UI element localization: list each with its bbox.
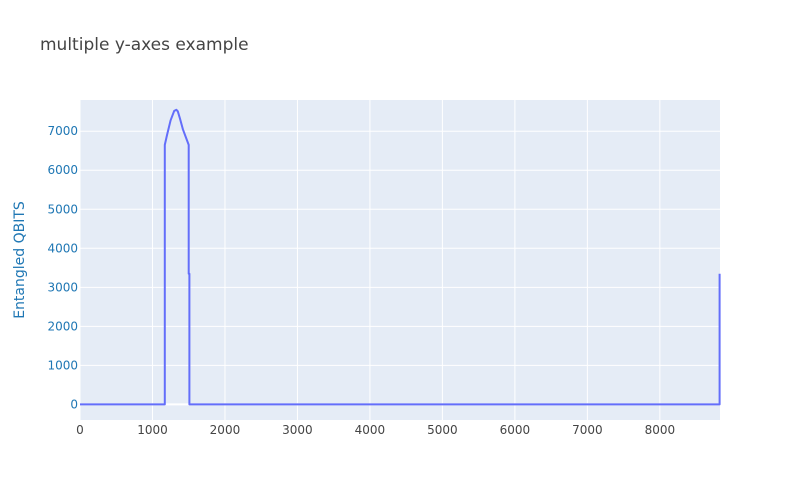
y-tick-labels: 0 1000 2000 3000 4000 5000 6000 7000 — [47, 124, 78, 411]
x-tick-label: 8000 — [645, 423, 676, 437]
series-layer — [80, 108, 721, 406]
y-tick-label: 2000 — [47, 319, 78, 333]
y-tick-label: 0 — [70, 397, 78, 411]
x-tick-label: 2000 — [210, 423, 241, 437]
y-tick-label: 4000 — [47, 241, 78, 255]
x-tick-label: 6000 — [500, 423, 531, 437]
series-line — [80, 108, 721, 406]
x-tick-label: 1000 — [137, 423, 168, 437]
x-tick-label: 5000 — [427, 423, 458, 437]
y-tick-label: 1000 — [47, 358, 78, 372]
x-tick-label: 3000 — [282, 423, 313, 437]
plot-area — [80, 100, 720, 420]
y-tick-label: 7000 — [47, 124, 78, 138]
y-tick-label: 6000 — [47, 163, 78, 177]
y-tick-label: 3000 — [47, 280, 78, 294]
x-tick-label: 7000 — [572, 423, 603, 437]
x-tick-label: 0 — [76, 423, 84, 437]
x-tick-labels: 0 1000 2000 3000 4000 5000 6000 7000 8000 — [76, 423, 675, 437]
y-axis-label: Entangled QBITS — [12, 201, 28, 319]
x-tick-label: 4000 — [355, 423, 386, 437]
y-tick-label: 5000 — [47, 202, 78, 216]
chart-title: multiple y-axes example — [40, 35, 249, 55]
